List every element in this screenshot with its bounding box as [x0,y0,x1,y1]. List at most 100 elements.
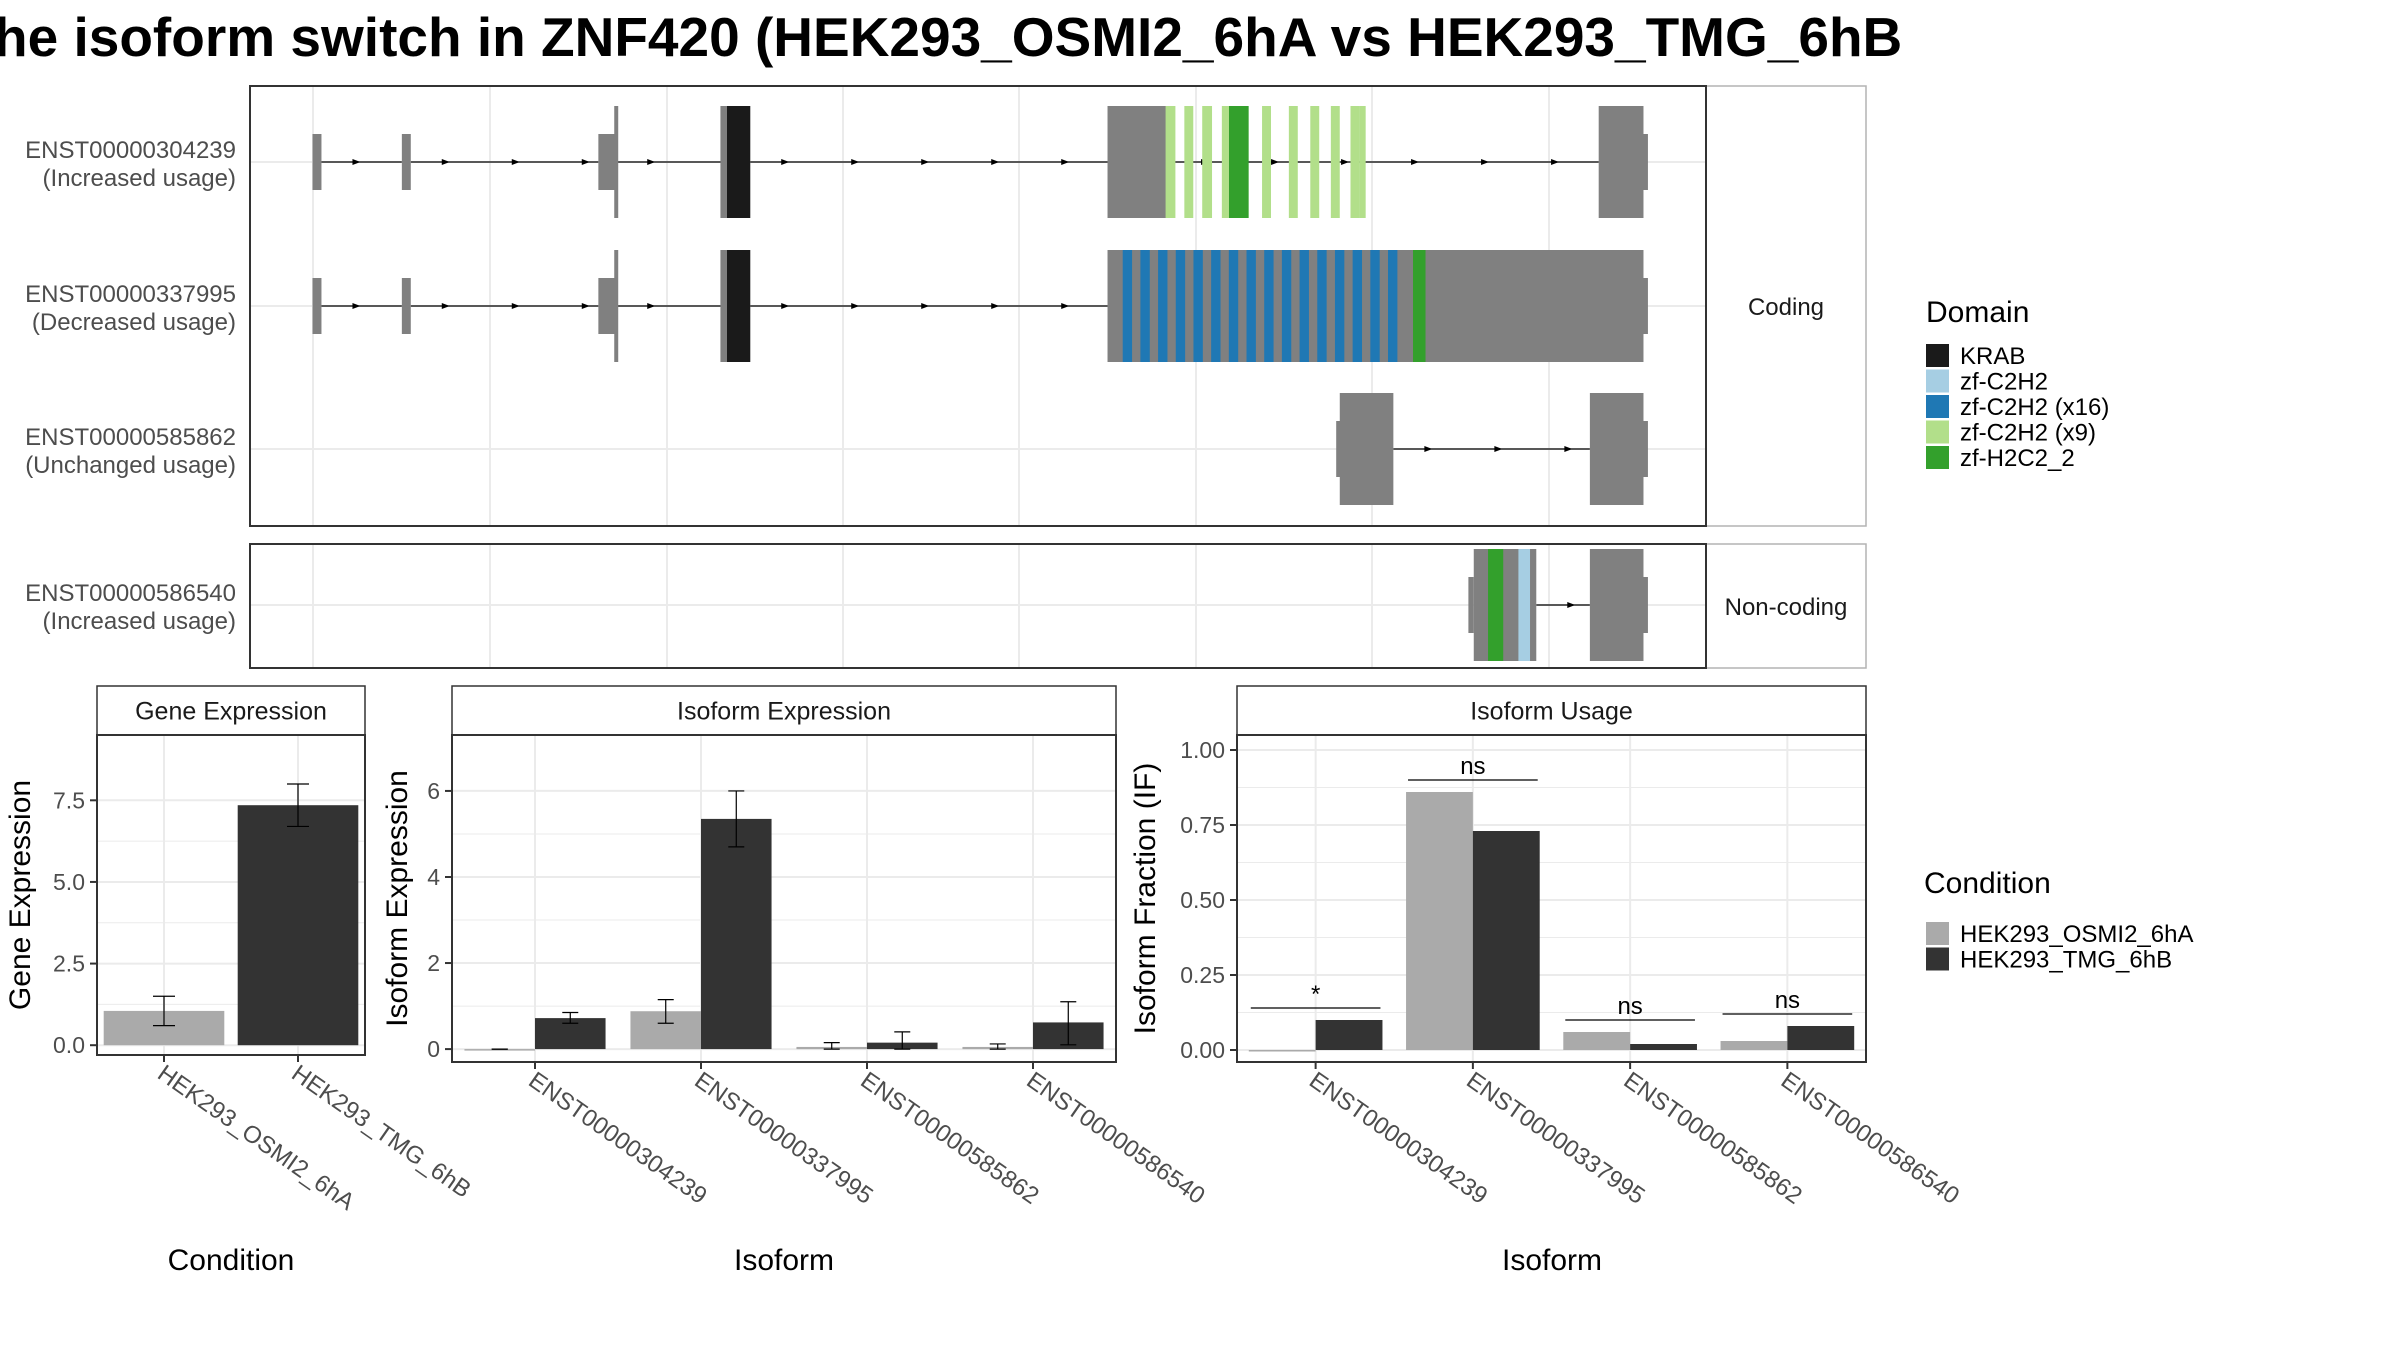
y-tick-label: 0.75 [1180,812,1225,838]
y-axis-title: Isoform Fraction (IF) [1129,763,1162,1035]
y-tick-label: 0.00 [1180,1037,1225,1063]
intron-arrow [851,159,860,165]
significance-label: * [1311,981,1320,1008]
domain-legend-label: KRAB [1960,343,2025,370]
intron-arrow [581,303,590,309]
domain-zf-C2H2-x16 [1352,250,1363,362]
exon-block [401,134,411,190]
domain-zf-C2H2-x16 [1140,250,1150,362]
intron-arrow [647,303,656,309]
intron-arrow [851,303,860,309]
domain-zf-H2C2-2 [1413,250,1426,362]
exon-block [312,134,322,190]
domain-zf-C2H2-x9- [1350,106,1360,218]
x-axis-title: Isoform [1502,1244,1602,1277]
domain-zf-C2H2-x16 [1246,250,1256,362]
chart-title: Isoform Expression [677,698,891,726]
y-axis-title: Gene Expression [4,780,37,1010]
exon-block [1107,106,1171,218]
exon-block [1339,393,1394,505]
y-tick-label: 4 [427,864,440,890]
bar [1630,1044,1697,1050]
plot-panel-border [96,734,366,1056]
facet-strip-label: Non-coding [1725,594,1848,621]
domain-zf-C2H2-x9- [1221,106,1230,218]
intron-arrow [441,159,450,165]
structure-panel-border [249,85,1707,527]
figure-title: he isoform switch in ZNF420 (HEK293_OSMI… [0,6,1902,68]
bar [1720,1041,1788,1050]
significance-label: ns [1460,753,1485,780]
intron-arrow [581,159,590,165]
domain-zf-H2C2-2 [1229,106,1249,218]
y-tick-label: 6 [427,778,440,804]
y-tick-label: 2.5 [53,951,85,977]
intron-arrow [1551,159,1560,165]
significance-label: ns [1775,987,1800,1014]
y-tick-label: 0.50 [1180,887,1225,913]
bar [1472,831,1540,1050]
isoform-expression-chart: Isoform Expression0246ENST00000304239ENS… [381,685,1210,1277]
condition-legend-label: HEK293_TMG_6hB [1960,947,2172,974]
intron-arrow [781,159,790,165]
domain-legend-key [1926,446,1949,469]
intron-arrow [511,159,520,165]
intron-arrow [1411,159,1420,165]
y-tick-label: 0.0 [53,1032,85,1058]
chart-title: Isoform Usage [1470,698,1633,726]
domain-legend-key [1926,344,1949,367]
x-tick-label: ENST00000304239 [524,1067,712,1210]
intron-arrow [1061,159,1070,165]
transcript-structure-panel: CodingNon-codingENST00000304239(Increase… [25,85,1867,669]
bar [1406,792,1473,1050]
domain-legend-label: zf-C2H2 (x9) [1960,420,2096,447]
y-axis-title: Isoform Expression [381,770,414,1027]
x-axis-title: Condition [168,1244,295,1277]
exon-edge [614,106,619,218]
intron-arrow [1061,303,1070,309]
domain-zf-C2H2-x16 [1228,250,1239,362]
condition-legend-key [1926,947,1949,971]
facet-strip [1705,85,1867,527]
isoform-usage-chart: Isoform Usage 0.00 0.25 0.50 0.75 1.00 * ns ns ns… [1129,685,1964,1277]
domain-legend-label: zf-C2H2 (x16) [1960,394,2109,421]
domain-zf-C2H2-x16 [1211,250,1221,362]
transcript-status-label: (Increased usage) [43,608,236,635]
domain-zf-C2H2-x9- [1184,106,1194,218]
intron-arrow [352,303,361,309]
exon-utr-thin [1336,421,1345,477]
domain-zf-C2H2-x9- [1288,106,1298,218]
y-tick-label: 0 [427,1036,440,1062]
domain-zf-C2H2-x16 [1264,250,1274,362]
transcript-status-label: (Decreased usage) [32,309,236,336]
intron-arrow [1424,446,1433,452]
transcript-id-label: ENST00000585862 [25,424,236,451]
exon-block [598,278,617,334]
domain-legend-key [1926,369,1949,393]
domain-zf-C2H2-x9- [1165,106,1176,218]
domain-zf-C2H2-x16 [1317,250,1327,362]
condition-legend-key [1926,922,1949,945]
chart-title: Gene Expression [135,698,327,726]
domain-zf-C2H2-x16 [1175,250,1186,362]
exon-block [598,134,617,190]
domain-legend-key [1926,420,1949,444]
intron-arrow [441,303,450,309]
bar [237,805,359,1046]
domain-legend-key [1926,395,1949,418]
intron-arrow [921,159,930,165]
intron-arrow [991,159,1000,165]
intron-arrow [352,159,361,165]
facet-strip [451,685,1117,736]
exon-edge [720,250,725,362]
exon-edge [720,106,725,218]
intron-arrow [1494,446,1503,452]
intron-arrow [511,303,520,309]
domain-legend-label: zf-C2H2 [1960,369,2048,396]
intron-arrow [781,303,790,309]
transcript-status-label: (Unchanged usage) [25,452,236,479]
domain-zf-C2H2-x9- [1262,106,1271,218]
domain-zf-C2H2-x9- [1310,106,1320,218]
